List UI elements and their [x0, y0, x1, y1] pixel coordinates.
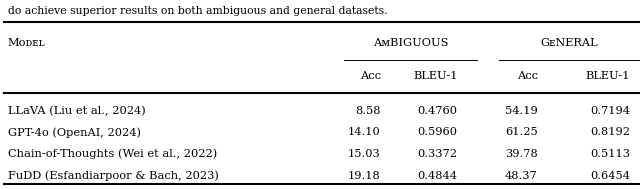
Text: 14.10: 14.10 [348, 127, 381, 137]
Text: do achieve superior results on both ambiguous and general datasets.: do achieve superior results on both ambi… [8, 6, 387, 16]
Text: 54.19: 54.19 [505, 106, 538, 115]
Text: LLaVA (Liu et al., 2024): LLaVA (Liu et al., 2024) [8, 105, 145, 116]
Text: 15.03: 15.03 [348, 149, 381, 159]
Text: FuDD (Esfandiarpoor & Bach, 2023): FuDD (Esfandiarpoor & Bach, 2023) [8, 170, 218, 181]
Text: 0.5960: 0.5960 [417, 127, 458, 137]
Text: Aᴄᴄ: Aᴄᴄ [516, 71, 538, 81]
Text: GᴇNERAL: GᴇNERAL [540, 38, 598, 47]
Text: 48.37: 48.37 [505, 171, 538, 181]
Text: 0.6454: 0.6454 [590, 171, 630, 181]
Text: 0.4760: 0.4760 [417, 106, 458, 115]
Text: 0.4844: 0.4844 [417, 171, 458, 181]
Text: Chain-of-Thoughts (Wei et al., 2022): Chain-of-Thoughts (Wei et al., 2022) [8, 149, 217, 159]
Text: 0.8192: 0.8192 [590, 127, 630, 137]
Text: Aᴄᴄ: Aᴄᴄ [360, 71, 381, 81]
Text: 8.58: 8.58 [355, 106, 381, 115]
Text: 19.18: 19.18 [348, 171, 381, 181]
Text: 0.7194: 0.7194 [590, 106, 630, 115]
Text: 0.3372: 0.3372 [417, 149, 458, 159]
Text: BLEU-1: BLEU-1 [586, 71, 630, 81]
Text: 0.5113: 0.5113 [590, 149, 630, 159]
Text: BLEU-1: BLEU-1 [413, 71, 458, 81]
Text: GPT-4o (OpenAI, 2024): GPT-4o (OpenAI, 2024) [8, 127, 141, 138]
Text: 39.78: 39.78 [505, 149, 538, 159]
Text: 61.25: 61.25 [505, 127, 538, 137]
Text: Mᴏᴅᴇʟ: Mᴏᴅᴇʟ [8, 38, 45, 47]
Text: AᴍBIGUOUS: AᴍBIGUOUS [373, 38, 448, 47]
